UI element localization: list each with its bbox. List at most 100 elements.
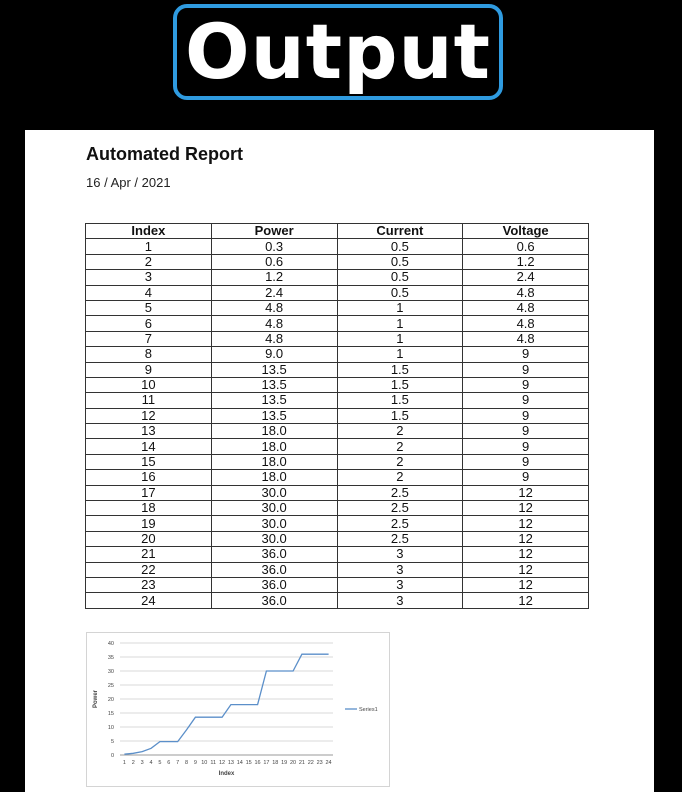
cell-current: 2.5 <box>336 530 464 548</box>
cell-voltage: 9 <box>462 438 589 455</box>
header-current: Current <box>336 222 464 240</box>
y-tick-label: 20 <box>108 697 114 703</box>
cell-current: 1 <box>336 346 464 363</box>
cell-power: 18.0 <box>210 438 338 455</box>
cell-index: 1 <box>85 238 212 255</box>
cell-voltage: 12 <box>462 576 589 594</box>
cell-current: 1.5 <box>336 392 464 409</box>
cell-current: 1 <box>336 315 464 332</box>
cell-current: 2.5 <box>336 484 464 502</box>
cell-index: 14 <box>85 438 212 455</box>
table-row: 18 30.0 2.5 12 <box>85 500 589 517</box>
cell-current: 1.5 <box>336 407 464 425</box>
cell-current: 0.5 <box>336 253 464 271</box>
x-tick-label: 21 <box>299 760 305 766</box>
y-tick-label: 15 <box>108 711 114 717</box>
y-tick-label: 0 <box>111 753 114 759</box>
cell-voltage: 9 <box>462 407 589 425</box>
cell-current: 3 <box>336 546 464 563</box>
x-tick-label: 22 <box>308 760 314 766</box>
cell-current: 2 <box>336 423 464 440</box>
cell-index: 8 <box>85 346 212 363</box>
cell-voltage: 12 <box>462 546 589 563</box>
report-page: Automated Report 16 / Apr / 2021 Index P… <box>25 130 654 792</box>
banner-label: Output <box>185 7 491 96</box>
x-tick-label: 13 <box>228 760 234 766</box>
table-row: 21 36.0 3 12 <box>85 546 589 563</box>
cell-power: 1.2 <box>210 269 338 286</box>
cell-power: 36.0 <box>210 561 338 578</box>
cell-power: 0.3 <box>210 238 338 255</box>
cell-power: 36.0 <box>210 576 338 594</box>
x-axis-title: Index <box>219 771 235 777</box>
table-row: 7 4.8 1 4.8 <box>85 330 589 348</box>
cell-index: 13 <box>85 423 212 440</box>
table-header-row: Index Power Current Voltage <box>85 222 589 240</box>
report-date: 16 / Apr / 2021 <box>86 175 171 190</box>
cell-power: 18.0 <box>210 423 338 440</box>
cell-current: 2 <box>336 453 464 471</box>
cell-index: 3 <box>85 269 212 286</box>
x-tick-label: 12 <box>219 760 225 766</box>
x-tick-label: 10 <box>201 760 207 766</box>
x-tick-label: 9 <box>194 760 197 766</box>
output-banner: Output <box>173 4 503 100</box>
x-tick-label: 24 <box>326 760 332 766</box>
cell-voltage: 12 <box>462 530 589 548</box>
cell-current: 1 <box>336 299 464 317</box>
x-tick-label: 23 <box>317 760 323 766</box>
x-tick-label: 19 <box>281 760 287 766</box>
cell-voltage: 12 <box>462 561 589 578</box>
table-row: 13 18.0 2 9 <box>85 423 589 440</box>
cell-current: 3 <box>336 592 464 609</box>
y-tick-label: 25 <box>108 683 114 689</box>
cell-power: 18.0 <box>210 453 338 471</box>
cell-index: 7 <box>85 330 212 348</box>
cell-power: 2.4 <box>210 284 338 301</box>
cell-power: 13.5 <box>210 376 338 394</box>
cell-power: 36.0 <box>210 592 338 609</box>
table-row: 23 36.0 3 12 <box>85 576 589 594</box>
cell-index: 16 <box>85 469 212 486</box>
table-row: 16 18.0 2 9 <box>85 469 589 486</box>
legend-label-series1: Series1 <box>359 707 378 713</box>
cell-voltage: 12 <box>462 500 589 517</box>
table-row: 5 4.8 1 4.8 <box>85 299 589 317</box>
table-row: 6 4.8 1 4.8 <box>85 315 589 332</box>
cell-index: 20 <box>85 530 212 548</box>
table-row: 19 30.0 2.5 12 <box>85 515 589 532</box>
table-row: 11 13.5 1.5 9 <box>85 392 589 409</box>
x-tick-label: 7 <box>176 760 179 766</box>
cell-voltage: 9 <box>462 423 589 440</box>
cell-index: 24 <box>85 592 212 609</box>
x-tick-label: 17 <box>263 760 269 766</box>
cell-power: 36.0 <box>210 546 338 563</box>
x-tick-label: 18 <box>272 760 278 766</box>
x-tick-label: 3 <box>141 760 144 766</box>
cell-power: 0.6 <box>210 253 338 271</box>
cell-current: 2 <box>336 469 464 486</box>
cell-power: 30.0 <box>210 530 338 548</box>
x-tick-label: 14 <box>237 760 243 766</box>
cell-voltage: 9 <box>462 346 589 363</box>
cell-current: 0.5 <box>336 284 464 301</box>
x-tick-label: 15 <box>246 760 252 766</box>
cell-voltage: 4.8 <box>462 330 589 348</box>
cell-power: 4.8 <box>210 330 338 348</box>
power-line-chart: 0 5 10 15 20 25 30 35 40 1 2 3 4 5 6 7 8 9 10 11 12 13 14 15 16 1… <box>86 632 390 787</box>
cell-power: 13.5 <box>210 361 338 378</box>
cell-current: 2.5 <box>336 500 464 517</box>
y-tick-label: 35 <box>108 655 114 661</box>
cell-voltage: 9 <box>462 392 589 409</box>
cell-index: 2 <box>85 253 212 271</box>
table-row: 17 30.0 2.5 12 <box>85 484 589 502</box>
x-tick-label: 2 <box>132 760 135 766</box>
cell-power: 9.0 <box>210 346 338 363</box>
table-row: 15 18.0 2 9 <box>85 453 589 471</box>
cell-index: 19 <box>85 515 212 532</box>
table-row: 22 36.0 3 12 <box>85 561 589 578</box>
table-row: 24 36.0 3 12 <box>85 592 589 609</box>
y-tick-label: 40 <box>108 641 114 647</box>
cell-index: 15 <box>85 453 212 471</box>
table-row: 20 30.0 2.5 12 <box>85 530 589 548</box>
